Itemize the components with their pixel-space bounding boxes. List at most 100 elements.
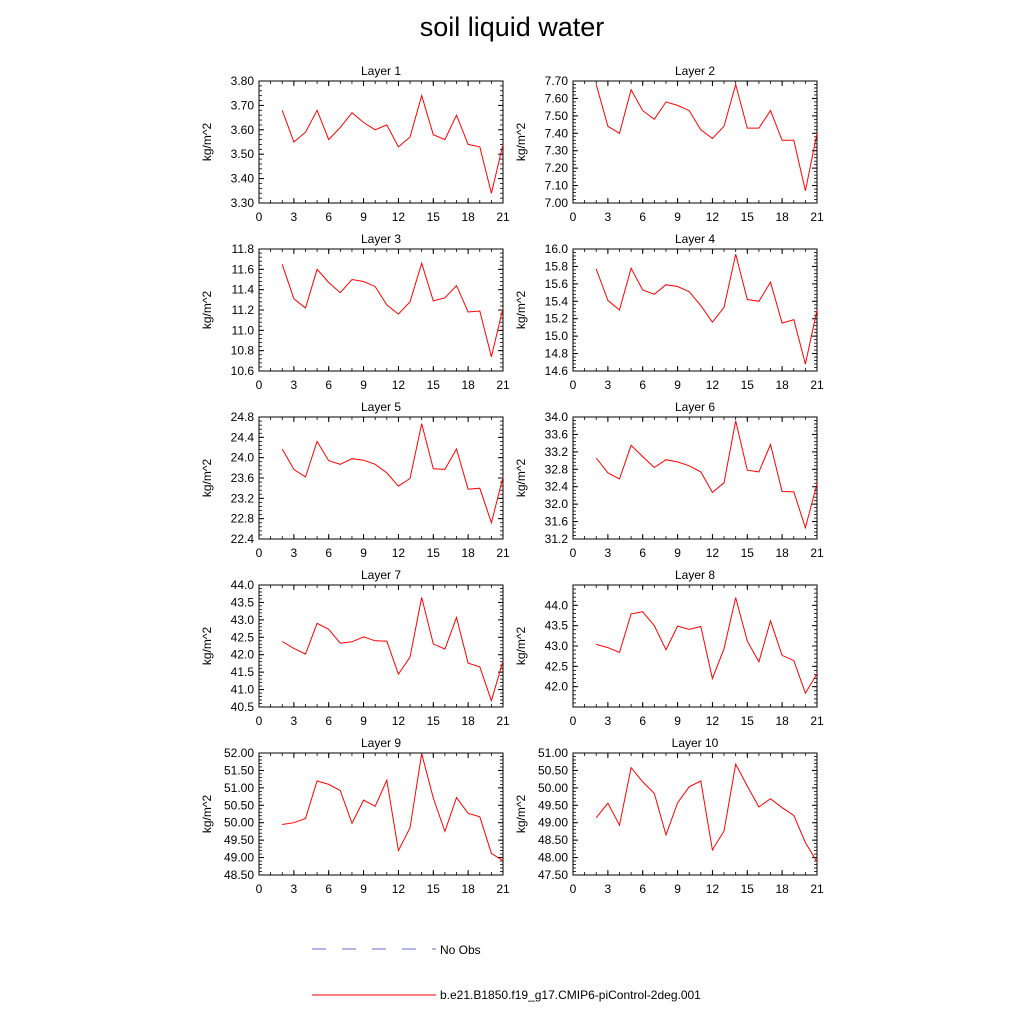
y-tick-label: 42.0: [231, 648, 255, 662]
y-tick-label: 43.5: [231, 595, 255, 609]
y-axis-label: kg/m^2: [514, 291, 528, 330]
chart-panels: Layer 1 kg/m^2 3.30 3.40 3.50 3.60 3.70 3.80 0 3 6…: [200, 64, 824, 896]
y-tick-label: 11.0: [232, 323, 255, 337]
chart-panel-6: Layer 6 kg/m^2 31.2 31.6 32.0 32.4 32.8 33.2 33.…: [514, 400, 824, 560]
x-tick-label: 18: [461, 378, 475, 392]
x-tick-label: 18: [461, 210, 475, 224]
y-tick-label: 22.4: [231, 532, 255, 546]
series-line: [595, 254, 818, 365]
x-tick-label: 0: [570, 546, 577, 560]
series-line: [281, 597, 504, 703]
y-tick-label: 7.30: [545, 144, 569, 158]
x-tick-label: 3: [291, 210, 298, 224]
y-tick-label: 7.60: [545, 91, 569, 105]
y-tick-label: 49.00: [224, 851, 254, 865]
y-tick-label: 15.2: [545, 312, 569, 326]
series-line: [281, 423, 504, 525]
y-tick-label: 43.0: [545, 639, 569, 653]
panel-title: Layer 10: [672, 736, 719, 750]
y-tick-label: 48.50: [224, 868, 254, 882]
legend: No Obs b.e21.B1850.f19_g17.CMIP6-piContr…: [312, 943, 701, 1002]
x-tick-label: 9: [674, 378, 681, 392]
y-axis-label: kg/m^2: [514, 795, 528, 834]
y-tick-label: 3.50: [231, 147, 255, 161]
y-tick-label: 43.5: [545, 619, 569, 633]
x-tick-label: 0: [570, 210, 577, 224]
x-tick-label: 9: [360, 546, 367, 560]
panel-title: Layer 6: [675, 400, 715, 414]
y-tick-label: 7.10: [545, 179, 569, 193]
y-tick-label: 32.4: [545, 480, 569, 494]
y-tick-label: 15.0: [545, 329, 569, 343]
x-tick-label: 3: [291, 714, 298, 728]
x-tick-label: 21: [496, 882, 510, 896]
y-tick-label: 40.5: [231, 700, 255, 714]
y-tick-label: 15.8: [545, 259, 569, 273]
x-tick-label: 9: [360, 714, 367, 728]
y-tick-label: 47.50: [538, 868, 568, 882]
x-tick-label: 12: [706, 546, 720, 560]
x-tick-label: 3: [605, 546, 612, 560]
panel-title: Layer 2: [675, 64, 715, 78]
x-tick-label: 12: [392, 210, 406, 224]
chart-panel-4: Layer 4 kg/m^2 14.6 14.8 15.0 15.2 15.4 15.6 15.…: [514, 232, 824, 392]
x-tick-label: 15: [741, 378, 755, 392]
x-tick-label: 9: [360, 210, 367, 224]
panel-title: Layer 1: [361, 64, 401, 78]
y-tick-label: 10.8: [231, 344, 255, 358]
y-axis-label: kg/m^2: [200, 291, 214, 330]
x-tick-label: 9: [674, 546, 681, 560]
x-tick-label: 0: [256, 378, 263, 392]
x-tick-label: 6: [639, 210, 646, 224]
x-tick-label: 12: [706, 378, 720, 392]
x-tick-label: 6: [325, 210, 332, 224]
x-tick-label: 18: [775, 378, 789, 392]
plot-frame: [258, 80, 504, 204]
y-axis-label: kg/m^2: [200, 459, 214, 498]
x-tick-label: 6: [325, 882, 332, 896]
panel-title: Layer 7: [361, 568, 401, 582]
y-tick-label: 24.4: [231, 430, 255, 444]
legend-model-label: b.e21.B1850.f19_g17.CMIP6-piControl-2deg…: [440, 988, 701, 1002]
x-tick-label: 18: [461, 714, 475, 728]
y-tick-label: 14.8: [545, 347, 569, 361]
y-axis-label: kg/m^2: [514, 123, 528, 162]
page-title: soil liquid water: [419, 12, 605, 42]
chart-panel-9: Layer 9 kg/m^2 48.50 49.00 49.50 50.00 50.50 51…: [200, 736, 510, 896]
y-tick-label: 11.4: [232, 283, 255, 297]
x-tick-label: 6: [325, 546, 332, 560]
y-axis-label: kg/m^2: [514, 459, 528, 498]
plot-frame: [572, 584, 818, 708]
x-tick-label: 18: [775, 210, 789, 224]
x-tick-label: 18: [775, 714, 789, 728]
y-tick-label: 51.00: [538, 746, 568, 760]
series-line: [596, 597, 818, 695]
y-tick-label: 15.6: [545, 277, 569, 291]
x-tick-label: 3: [291, 882, 298, 896]
series-line: [282, 753, 504, 862]
x-tick-label: 12: [392, 714, 406, 728]
panel-title: Layer 3: [361, 232, 401, 246]
y-tick-label: 50.00: [538, 781, 568, 795]
x-tick-label: 0: [570, 714, 577, 728]
y-tick-label: 41.0: [231, 683, 255, 697]
x-tick-label: 21: [496, 714, 510, 728]
x-tick-label: 0: [256, 546, 263, 560]
plot-frame: [572, 248, 818, 372]
x-tick-label: 15: [427, 714, 441, 728]
y-tick-label: 31.2: [545, 532, 569, 546]
y-tick-label: 49.00: [538, 816, 568, 830]
y-tick-label: 16.0: [545, 242, 569, 256]
x-tick-label: 3: [605, 378, 612, 392]
y-tick-label: 52.00: [224, 746, 254, 760]
y-tick-label: 7.00: [545, 196, 569, 210]
panel-title: Layer 5: [361, 400, 401, 414]
y-tick-label: 24.0: [231, 451, 255, 465]
series-line: [595, 420, 818, 530]
x-tick-label: 12: [706, 714, 720, 728]
y-tick-label: 42.5: [231, 630, 255, 644]
y-tick-label: 23.6: [231, 471, 255, 485]
chart-panel-8: Layer 8 kg/m^2 42.0 42.5 43.0 43.5 44.0 0 3 6 9 12 1…: [514, 568, 824, 728]
x-tick-label: 21: [496, 546, 510, 560]
y-tick-label: 3.80: [231, 74, 255, 88]
